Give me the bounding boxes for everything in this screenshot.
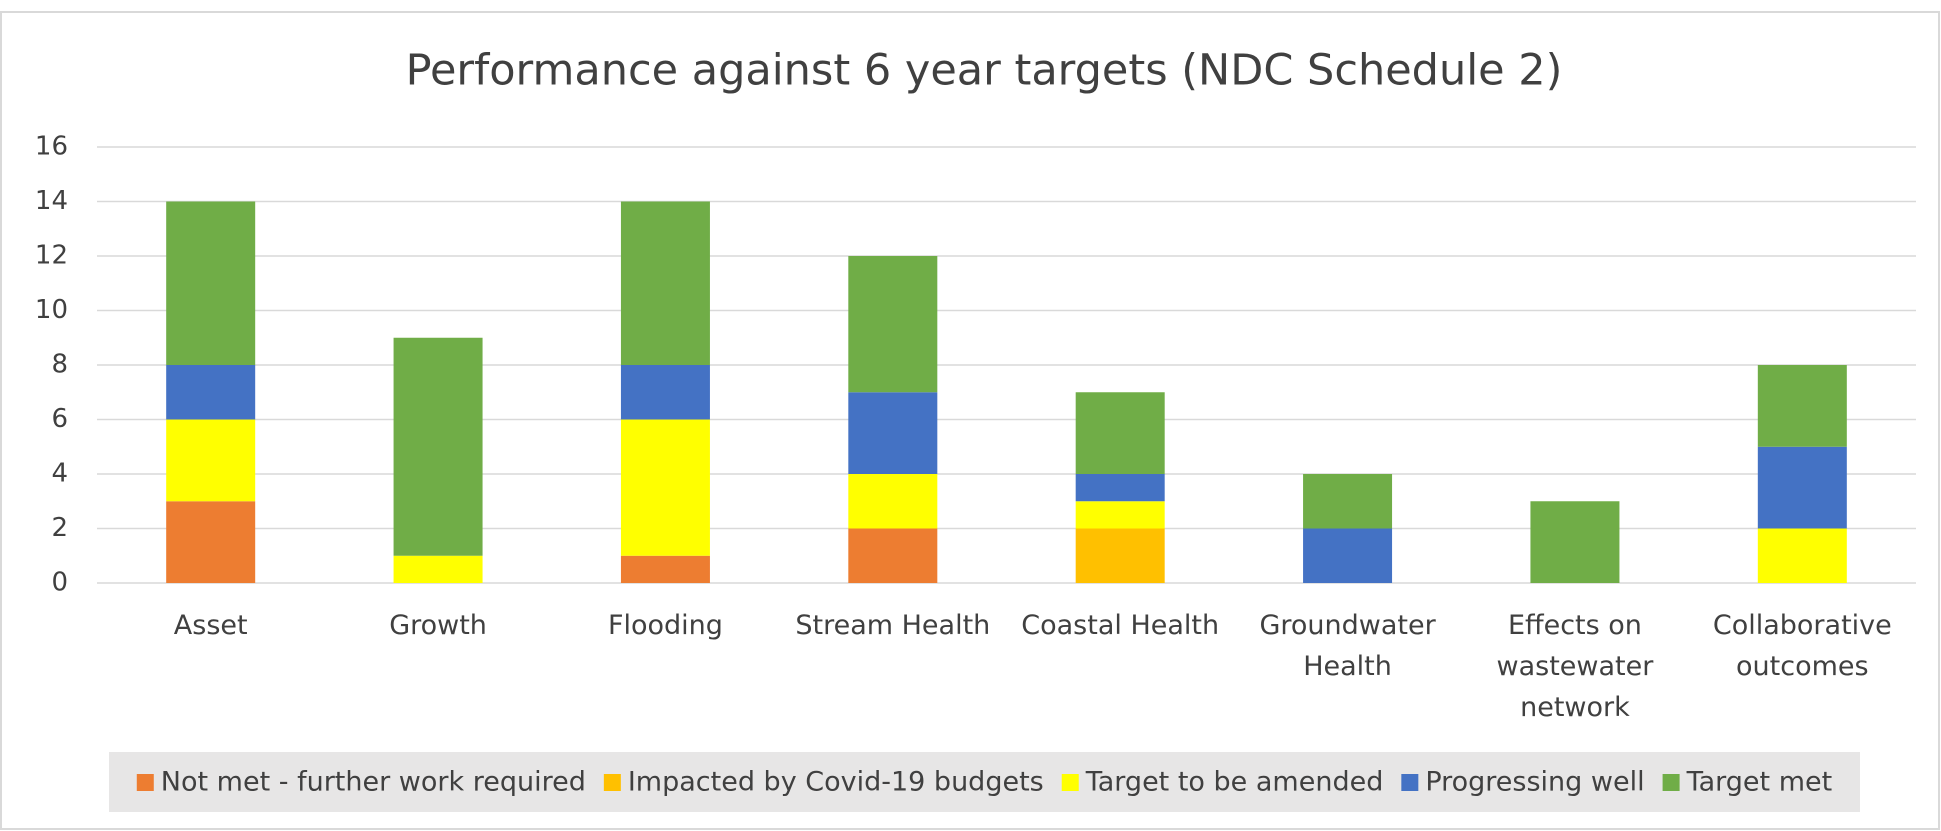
bar-segment [620,201,710,365]
x-tick-label: Effects on wastewater network [1497,610,1655,723]
bar-segment [848,392,938,474]
legend-swatch [136,774,154,791]
y-tick-label: 6 [51,404,68,434]
bar-segment [848,256,938,393]
legend-swatch [1061,774,1079,791]
bar-segment [166,365,256,420]
bar-segment [848,528,938,583]
x-tick-label: Collaborative outcomes [1713,610,1892,682]
bar-segment [1303,474,1393,529]
bar-segment [620,555,710,583]
bar-segment [1303,528,1393,583]
x-tick-label: Flooding [608,610,723,641]
x-tick-label: Asset [174,610,248,641]
bar-segment [1757,365,1847,447]
y-tick-label: 16 [35,132,68,162]
bar-segment [1075,501,1165,529]
bar-segment [1530,501,1620,583]
legend: Not met - further work required Impacted … [136,767,1833,798]
y-tick-label: 14 [35,186,68,216]
chart-title: Performance against 6 year targets (NDC … [406,46,1563,96]
legend-swatch [1662,774,1680,791]
y-tick-label: 2 [51,513,68,543]
y-tick-label: 8 [51,350,68,380]
y-tick-label: 4 [51,459,68,489]
bar-segment [393,337,483,556]
legend-label: Target to be amended [1085,767,1384,798]
x-tick-label: Coastal Health [1021,610,1219,641]
bar-segment [166,419,256,502]
y-tick-label: 10 [35,295,68,325]
bar-segment [620,365,710,420]
bar-segment [1075,392,1165,474]
x-tick-label: Groundwater Health [1259,610,1436,682]
x-tick-label: Stream Health [795,610,990,641]
legend-label: Progressing well [1425,767,1644,798]
bar-segment [1075,528,1165,583]
bar-segment [1757,528,1847,583]
legend-label: Not met - further work required [161,767,586,798]
bar-segment [1075,474,1165,502]
bar-segment [393,555,483,583]
legend-label: Target met [1686,767,1833,798]
y-tick-label: 0 [51,568,68,598]
bar-segment [166,201,256,365]
x-tick-label: Growth [389,610,487,641]
chart-border [0,11,1940,830]
bar-segment [848,474,938,529]
y-tick-label: 12 [35,241,68,271]
bar-segment [1757,446,1847,529]
legend-swatch [1401,774,1419,791]
legend-swatch [603,774,621,791]
legend-box [109,752,1860,812]
bar-segment [620,419,710,556]
bar-segment [166,501,256,583]
legend-label: Impacted by Covid-19 budgets [628,767,1044,798]
